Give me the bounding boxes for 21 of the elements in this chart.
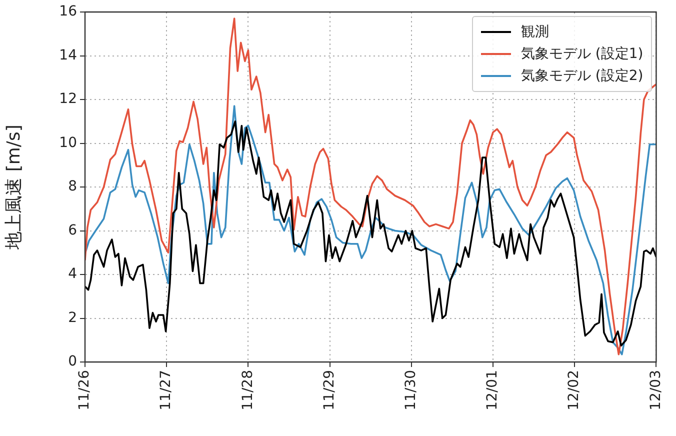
x-tick-label: 11/30 — [403, 370, 420, 410]
y-tick-label: 14 — [59, 47, 78, 64]
x-tick-label: 12/02 — [566, 370, 582, 410]
x-tick-label: 12/03 — [648, 370, 664, 410]
y-axis-title: 地上風速 [m/s] — [3, 124, 24, 250]
y-tick-label: 10 — [59, 134, 77, 151]
legend-label: 気象モデル (設定2) — [520, 67, 644, 85]
x-tick-label: 11/29 — [321, 370, 338, 410]
x-tick-label: 12/01 — [484, 370, 501, 410]
y-tick-label: 6 — [68, 222, 78, 238]
legend-label: 観測 — [520, 23, 549, 41]
y-tick-label: 12 — [59, 91, 77, 108]
x-tick-label: 11/27 — [158, 370, 174, 410]
y-tick-label: 16 — [59, 4, 78, 20]
x-tick-label: 11/28 — [240, 370, 256, 410]
y-tick-label: 2 — [68, 310, 77, 326]
y-tick-label: 8 — [68, 178, 77, 195]
y-tick-label: 4 — [68, 266, 78, 282]
legend-label: 気象モデル (設定1) — [520, 45, 644, 63]
x-tick-label: 11/26 — [76, 370, 93, 410]
y-tick-label: 0 — [68, 354, 77, 370]
